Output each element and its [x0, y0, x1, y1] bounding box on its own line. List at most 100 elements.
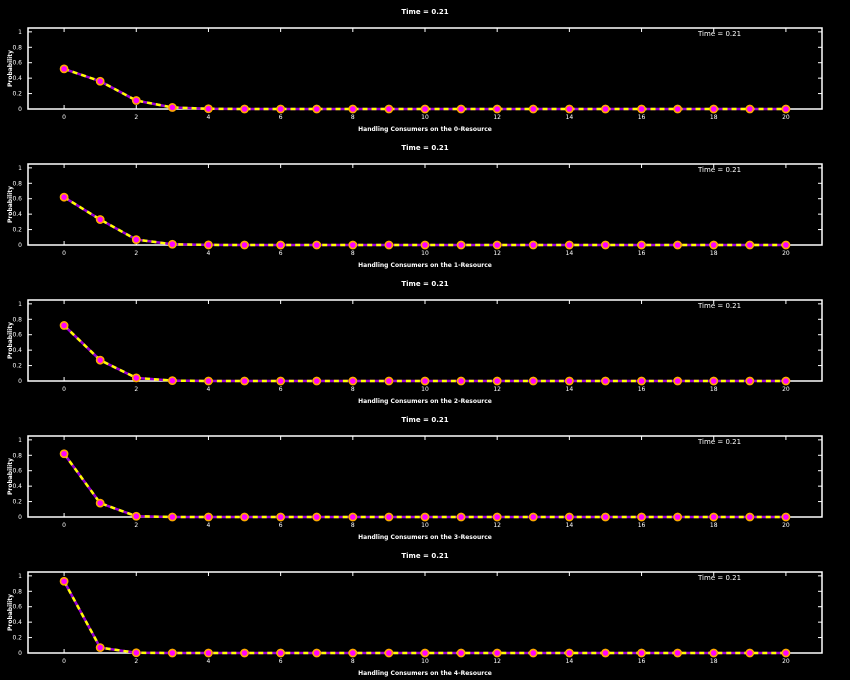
data-point [240, 512, 249, 522]
series-line-solid [63, 196, 786, 247]
y-axis-label: Probability [7, 594, 14, 631]
x-tick-label: 10 [421, 658, 429, 665]
data-point [95, 355, 105, 365]
series-line-solid [63, 453, 786, 519]
x-tick-label: 14 [566, 522, 574, 529]
x-tick-label: 10 [421, 114, 429, 121]
y-tick-label: 0.4 [12, 619, 22, 626]
data-point [240, 648, 249, 658]
y-tick-label: 0.6 [12, 332, 22, 339]
data-point [528, 512, 538, 522]
data-point [95, 498, 105, 508]
y-tick-label: 0 [18, 514, 22, 521]
data-point [528, 240, 538, 250]
x-tick-label: 10 [421, 250, 429, 257]
data-point [781, 104, 791, 114]
y-tick-label: 0.4 [12, 211, 22, 218]
data-point [384, 512, 394, 522]
y-tick-label: 0 [18, 650, 22, 657]
plot-frame [27, 571, 823, 654]
data-point [204, 240, 213, 250]
y-axis-label: Probability [7, 50, 14, 87]
y-tick-label: 0.6 [12, 468, 22, 475]
data-point [456, 512, 466, 522]
x-axis-label: Handling Consumers on the 2-Resource [358, 398, 492, 405]
data-point [673, 104, 683, 114]
series-line-dashed [63, 196, 786, 247]
y-tick-label: 1 [18, 165, 22, 172]
x-axis-label: Handling Consumers on the 3-Resource [358, 534, 492, 541]
x-tick-label: 8 [351, 386, 355, 393]
x-tick-label: 4 [207, 250, 211, 257]
y-axis-label: Probability [7, 322, 14, 359]
data-point [781, 376, 791, 386]
data-point [564, 104, 574, 114]
y-tick-label: 0.6 [12, 604, 22, 611]
data-point [131, 96, 141, 105]
data-point [709, 240, 719, 250]
plot-frame [27, 299, 823, 382]
plot-frame [27, 163, 823, 246]
data-point [348, 104, 358, 114]
data-point [384, 648, 394, 658]
x-tick-label: 18 [710, 114, 718, 121]
data-point [601, 512, 610, 522]
data-point [95, 76, 105, 86]
x-tick-label: 2 [134, 250, 138, 257]
x-tick-label: 8 [351, 250, 355, 257]
y-tick-label: 0.6 [12, 60, 22, 67]
data-point [673, 376, 683, 386]
x-tick-label: 0 [62, 658, 66, 665]
x-tick-label: 16 [638, 250, 646, 257]
x-tick-label: 16 [638, 658, 646, 665]
x-axis-label: Handling Consumers on the 4-Resource [358, 670, 492, 677]
series-line-dashed [63, 67, 786, 111]
data-point [131, 373, 141, 383]
data-point [167, 512, 177, 522]
data-point [781, 512, 791, 522]
x-tick-label: 8 [351, 658, 355, 665]
y-tick-label: 1 [18, 437, 22, 444]
data-point [492, 512, 502, 522]
y-tick-label: 1 [18, 573, 22, 580]
data-point [240, 104, 249, 114]
data-point [709, 376, 719, 386]
data-point [745, 376, 755, 386]
data-point [240, 376, 249, 386]
data-point [528, 648, 538, 658]
data-point [601, 648, 610, 658]
y-tick-label: 0.8 [12, 316, 22, 323]
data-point [59, 576, 69, 586]
data-point [601, 240, 610, 250]
data-point [492, 240, 502, 250]
data-point [204, 104, 213, 114]
data-point [384, 240, 394, 250]
data-point [673, 648, 683, 658]
x-tick-label: 12 [493, 114, 501, 121]
y-tick-label: 0.2 [12, 635, 22, 642]
series-line-dashed [62, 580, 786, 655]
data-point [131, 235, 141, 244]
data-point [348, 648, 358, 658]
x-tick-label: 18 [710, 386, 718, 393]
series-line-solid [62, 580, 786, 655]
legend-label: Time = 0.21 [697, 302, 741, 310]
legend-label: Time = 0.21 [697, 30, 741, 38]
data-point [601, 104, 610, 114]
y-tick-label: 0.2 [12, 91, 22, 98]
y-tick-label: 0.4 [12, 75, 22, 82]
data-point [167, 376, 177, 386]
x-tick-label: 18 [710, 250, 718, 257]
legend-label: Time = 0.21 [697, 166, 741, 174]
data-point [673, 240, 683, 250]
data-point [709, 512, 719, 522]
legend-label: Time = 0.21 [697, 438, 741, 446]
x-tick-label: 10 [421, 386, 429, 393]
data-point [167, 239, 177, 249]
data-point [204, 376, 213, 386]
